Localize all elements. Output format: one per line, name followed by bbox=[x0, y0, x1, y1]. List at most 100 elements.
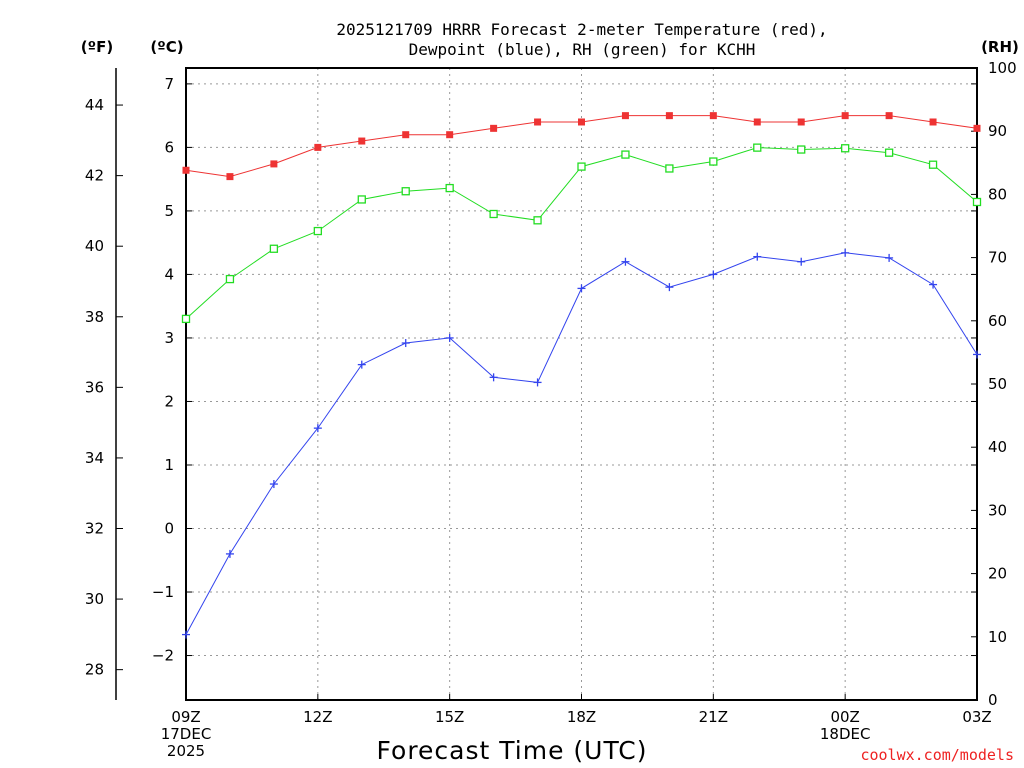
temperature-point bbox=[973, 124, 981, 132]
x-tick-label: 12Z bbox=[303, 708, 332, 726]
temperature-point bbox=[446, 131, 454, 139]
fahrenheit-tick-label: 36 bbox=[85, 378, 104, 396]
temperature-point bbox=[402, 131, 410, 139]
dewpoint-point bbox=[577, 284, 586, 293]
rh-tick-label: 30 bbox=[988, 501, 1007, 519]
celsius-tick-label: 1 bbox=[164, 456, 174, 474]
rh-point bbox=[972, 197, 982, 207]
rh-point bbox=[533, 216, 542, 225]
rh-point bbox=[313, 226, 322, 236]
dewpoint-point bbox=[885, 253, 894, 262]
x-tick-label: 09Z bbox=[171, 708, 200, 726]
dewpoint-point bbox=[313, 424, 322, 433]
rh-point bbox=[753, 143, 762, 152]
x-tick-label: 17DEC bbox=[161, 725, 212, 743]
plot-frame bbox=[185, 67, 978, 701]
rh-point bbox=[665, 164, 674, 173]
celsius-tick-label: 0 bbox=[164, 520, 174, 538]
rh-tick-label: 90 bbox=[988, 122, 1007, 140]
dewpoint-point bbox=[225, 549, 234, 558]
temperature-point bbox=[226, 173, 234, 181]
celsius-tick-label: 6 bbox=[164, 138, 174, 156]
chart-title-line2: Dewpoint (blue), RH (green) for KCHH bbox=[409, 40, 756, 59]
fahrenheit-tick-label: 44 bbox=[85, 96, 104, 114]
dewpoint-point bbox=[929, 280, 938, 289]
dewpoint-point bbox=[709, 270, 718, 279]
rh-tick-label: 70 bbox=[988, 249, 1007, 267]
x-axis-label: Forecast Time (UTC) bbox=[377, 736, 648, 765]
temperature-point bbox=[534, 118, 542, 126]
rh-point bbox=[884, 148, 894, 157]
x-tick-label: 00Z bbox=[830, 708, 859, 726]
temperature-point bbox=[797, 118, 805, 126]
fahrenheit-tick-label: 28 bbox=[85, 661, 104, 679]
dewpoint-point bbox=[182, 630, 190, 639]
temperature-point bbox=[490, 124, 498, 132]
rh-point bbox=[621, 150, 630, 159]
temperature-point bbox=[358, 137, 366, 145]
rh-tick-label: 50 bbox=[988, 375, 1007, 393]
temperature-point bbox=[665, 112, 673, 120]
celsius-tick-label: 3 bbox=[164, 329, 174, 347]
dewpoint-point bbox=[973, 350, 981, 359]
rh-point bbox=[928, 160, 938, 169]
x-tick-label: 18DEC bbox=[820, 725, 871, 743]
fahrenheit-tick-label: 32 bbox=[85, 520, 104, 538]
x-tick-label: 03Z bbox=[962, 708, 991, 726]
temperature-point bbox=[270, 160, 278, 168]
dewpoint-point bbox=[401, 339, 410, 348]
x-tick-label: 21Z bbox=[699, 708, 728, 726]
temperature-point bbox=[885, 112, 893, 120]
temperature-point bbox=[929, 118, 937, 126]
celsius-tick-label: 2 bbox=[164, 392, 174, 410]
rh-point bbox=[577, 162, 586, 171]
rh-point bbox=[181, 314, 191, 324]
dewpoint-point bbox=[533, 378, 542, 387]
dewpoint-point bbox=[357, 360, 366, 369]
rh-tick-label: 20 bbox=[988, 565, 1007, 583]
fahrenheit-unit-label: (ºF) bbox=[81, 38, 113, 56]
rh-point bbox=[489, 209, 498, 219]
fahrenheit-tick-label: 30 bbox=[85, 590, 104, 608]
fahrenheit-tick-label: 38 bbox=[85, 308, 104, 326]
rh-tick-label: 80 bbox=[988, 185, 1007, 203]
temperature-point bbox=[578, 118, 585, 126]
x-tick-label: 2025 bbox=[167, 742, 205, 760]
credit-text: coolwx.com/models bbox=[860, 746, 1014, 764]
temperature-point bbox=[182, 166, 190, 174]
celsius-unit-label: (ºC) bbox=[150, 38, 183, 56]
rh-tick-label: 100 bbox=[988, 59, 1017, 77]
chart-title-line1: 2025121709 HRRR Forecast 2-meter Tempera… bbox=[336, 20, 827, 39]
celsius-tick-label: −2 bbox=[152, 647, 174, 665]
fahrenheit-tick-label: 42 bbox=[85, 167, 104, 185]
celsius-tick-label: 4 bbox=[164, 265, 174, 283]
celsius-tick-label: −1 bbox=[152, 583, 174, 601]
temperature-point bbox=[841, 112, 849, 120]
celsius-tick-label: 7 bbox=[164, 75, 174, 93]
rh-point bbox=[357, 195, 366, 204]
rh-unit-label: (RH) bbox=[981, 38, 1019, 56]
series-layer bbox=[181, 112, 982, 639]
rh-point bbox=[709, 157, 718, 166]
rh-tick-label: 0 bbox=[988, 691, 998, 709]
rh-tick-label: 10 bbox=[988, 628, 1007, 646]
rh-point bbox=[841, 144, 850, 153]
fahrenheit-tick-label: 34 bbox=[85, 449, 104, 467]
dewpoint-point bbox=[753, 252, 762, 261]
temperature-point bbox=[709, 112, 717, 120]
fahrenheit-tick-label: 40 bbox=[85, 237, 104, 255]
dewpoint-series-line bbox=[185, 252, 978, 635]
dewpoint-point bbox=[269, 480, 278, 489]
temperature-point bbox=[753, 118, 761, 126]
x-tick-label: 15Z bbox=[435, 708, 464, 726]
dewpoint-point bbox=[665, 283, 674, 292]
x-tick-label: 18Z bbox=[567, 708, 596, 726]
celsius-tick-label: 5 bbox=[164, 202, 174, 220]
dewpoint-point bbox=[797, 257, 806, 266]
rh-point bbox=[225, 274, 235, 284]
dewpoint-point bbox=[489, 373, 498, 382]
rh-tick-label: 60 bbox=[988, 312, 1007, 330]
rh-point bbox=[797, 145, 806, 154]
rh-point bbox=[401, 187, 410, 196]
